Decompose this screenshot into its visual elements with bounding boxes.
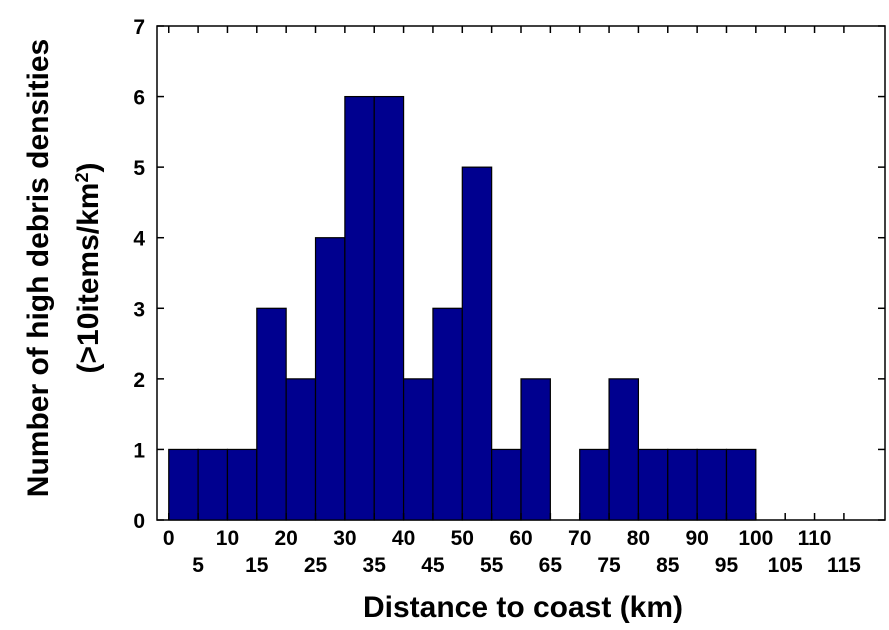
x-tick-label-75: 75	[597, 554, 621, 577]
y-tick-labels: 0 1 2 3 4 5 6 7	[133, 16, 145, 533]
x-tick-label-35: 35	[363, 554, 387, 577]
x-tick-label-65: 65	[539, 554, 563, 577]
bar-50-55	[461, 166, 493, 521]
y-axis-title-line1: Number of high debris densities	[22, 39, 55, 497]
x-tick-label-60: 60	[509, 527, 532, 550]
bar-0-5	[168, 448, 199, 521]
x-tick-label-45: 45	[421, 554, 445, 577]
bar-70-75	[579, 448, 610, 521]
x-tick-label-30: 30	[333, 527, 356, 550]
bar-35-40	[373, 95, 405, 521]
bar-85-90	[667, 448, 698, 521]
x-tick-label-70: 70	[568, 527, 591, 550]
x-axis-title: Distance to coast (km)	[363, 591, 683, 624]
y-tick-label-3: 3	[133, 298, 145, 321]
bar-15-20	[256, 307, 287, 521]
bar-30-35	[344, 95, 375, 521]
y-tick-label-2: 2	[133, 369, 145, 392]
x-tick-label-55: 55	[480, 554, 504, 577]
x-tick-label-40: 40	[392, 527, 415, 550]
axes-group	[157, 25, 885, 521]
x-tick-label-10: 10	[216, 527, 239, 550]
x-tick-label-110: 110	[798, 527, 832, 550]
x-tick-label-105: 105	[768, 554, 803, 577]
bar-75-80	[608, 378, 640, 521]
y-axis-title-line2-suffix: )	[72, 163, 105, 173]
x-tick-label-50: 50	[451, 527, 474, 550]
bar-40-45	[402, 378, 434, 521]
x-tick-label-0: 0	[163, 527, 175, 550]
x-tick-labels: 0 10 20 30 40 50 60 70 80 90 100 110 5 15 25 35 45 55 65 75…	[163, 527, 861, 577]
bar-60-65	[520, 378, 551, 521]
y-tick-label-5: 5	[133, 157, 145, 180]
x-tick-label-25: 25	[304, 554, 328, 577]
y-tick-label-6: 6	[133, 87, 145, 110]
x-tick-label-100: 100	[738, 527, 773, 550]
x-tick-label-95: 95	[715, 554, 739, 577]
y-tick-label-4: 4	[133, 228, 145, 251]
bar-80-85	[637, 448, 669, 521]
x-tick-label-80: 80	[627, 527, 650, 550]
bar-55-60	[491, 448, 522, 521]
x-tick-label-85: 85	[656, 554, 680, 577]
y-tick-label-7: 7	[133, 16, 145, 39]
y-tick-label-0: 0	[133, 510, 145, 533]
x-tick-label-115: 115	[827, 554, 861, 577]
x-tick-label-90: 90	[685, 527, 708, 550]
x-tick-label-20: 20	[274, 527, 297, 550]
bar-95-100	[725, 448, 757, 521]
bars-group	[168, 95, 757, 521]
x-tick-label-15: 15	[245, 554, 269, 577]
x-tick-label-5: 5	[192, 554, 204, 577]
y-axis-title-line2-prefix: (>10items/km	[72, 183, 105, 374]
bar-25-30	[314, 237, 346, 521]
bar-90-95	[696, 448, 728, 521]
y-axis-title-line2: (>10items/km2)	[72, 163, 105, 374]
bar-45-50	[432, 307, 463, 521]
bar-10-15	[226, 448, 258, 521]
y-tick-label-1: 1	[133, 439, 145, 462]
bar-5-10	[197, 448, 229, 521]
y-axis-title-line2-sup: 2	[72, 173, 92, 183]
bar-20-25	[285, 378, 317, 521]
